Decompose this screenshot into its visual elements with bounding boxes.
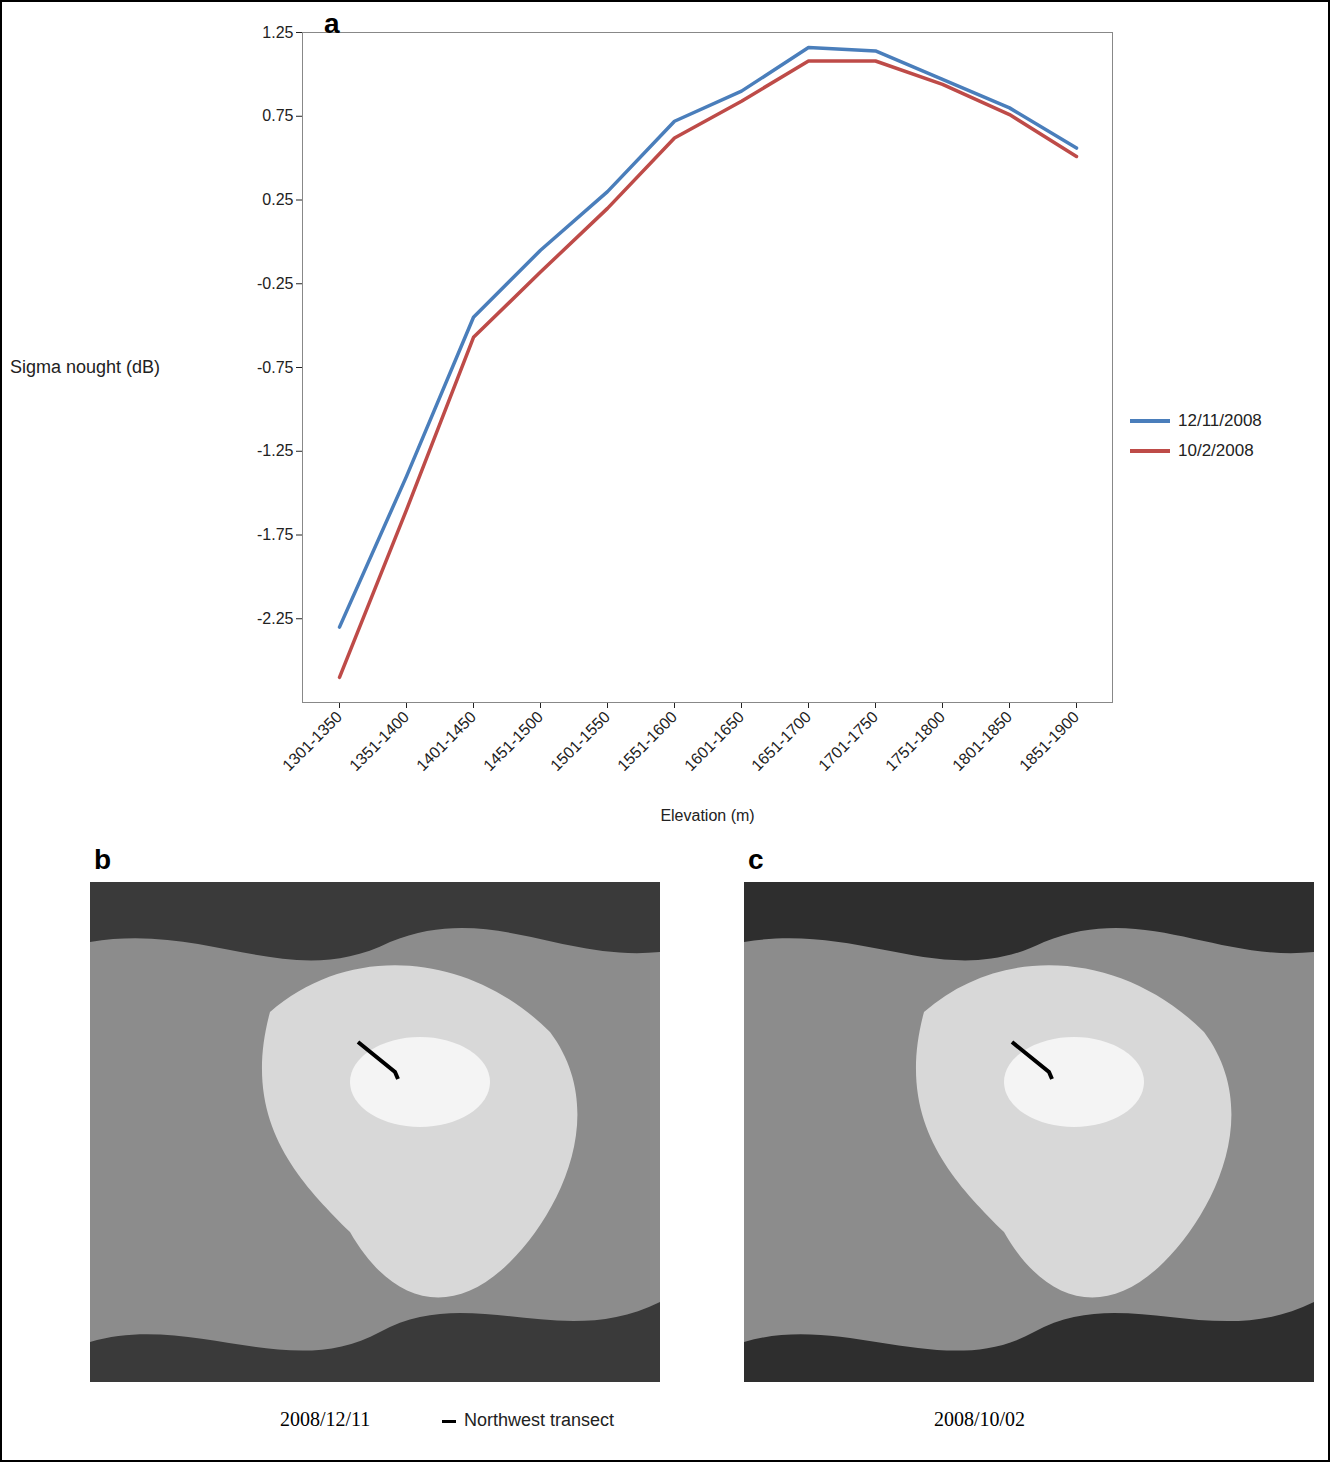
html-text:Northwest transect: Northwest transect bbox=[464, 1410, 615, 1430]
svg-text:1551-1600: 1551-1600 bbox=[614, 708, 680, 774]
svg-text:1451-1500: 1451-1500 bbox=[480, 708, 546, 774]
svg-text:1351-1400: 1351-1400 bbox=[346, 708, 412, 774]
html-text:b: b bbox=[94, 844, 112, 875]
svg-text:-1.25: -1.25 bbox=[257, 442, 294, 459]
html-text:10/2/2008: 10/2/2008 bbox=[1178, 440, 1254, 460]
svg-text:0.75: 0.75 bbox=[262, 107, 293, 124]
svg-text:1501-1550: 1501-1550 bbox=[547, 708, 613, 774]
svg-text:1801-1850: 1801-1850 bbox=[949, 708, 1015, 774]
html-text:12/11/2008: 12/11/2008 bbox=[1178, 410, 1262, 430]
html-text:Sigma nought (dB): Sigma nought (dB) bbox=[10, 357, 161, 377]
svg-text:1651-1700: 1651-1700 bbox=[748, 708, 814, 774]
html-text:2008/10/02: 2008/10/02 bbox=[934, 1408, 1026, 1430]
svg-text:1401-1450: 1401-1450 bbox=[413, 708, 479, 774]
svg-text:-1.75: -1.75 bbox=[257, 526, 294, 543]
svg-text:1701-1750: 1701-1750 bbox=[815, 708, 881, 774]
svg-text:-0.75: -0.75 bbox=[257, 359, 294, 376]
svg-text:-2.25: -2.25 bbox=[257, 610, 294, 627]
svg-text:1.25: 1.25 bbox=[262, 24, 293, 41]
html-text:2008/12/11: 2008/12/11 bbox=[280, 1408, 371, 1430]
svg-text:1601-1650: 1601-1650 bbox=[681, 708, 747, 774]
svg-text:1751-1800: 1751-1800 bbox=[882, 708, 948, 774]
svg-text:0.25: 0.25 bbox=[262, 191, 293, 208]
svg-text:-0.25: -0.25 bbox=[257, 275, 294, 292]
svg-text:1851-1900: 1851-1900 bbox=[1016, 708, 1082, 774]
svg-text:1301-1350: 1301-1350 bbox=[279, 708, 345, 774]
html-text:c: c bbox=[748, 844, 764, 875]
svg-text:Elevation (m): Elevation (m) bbox=[660, 807, 754, 824]
html-text:a: a bbox=[324, 8, 340, 39]
